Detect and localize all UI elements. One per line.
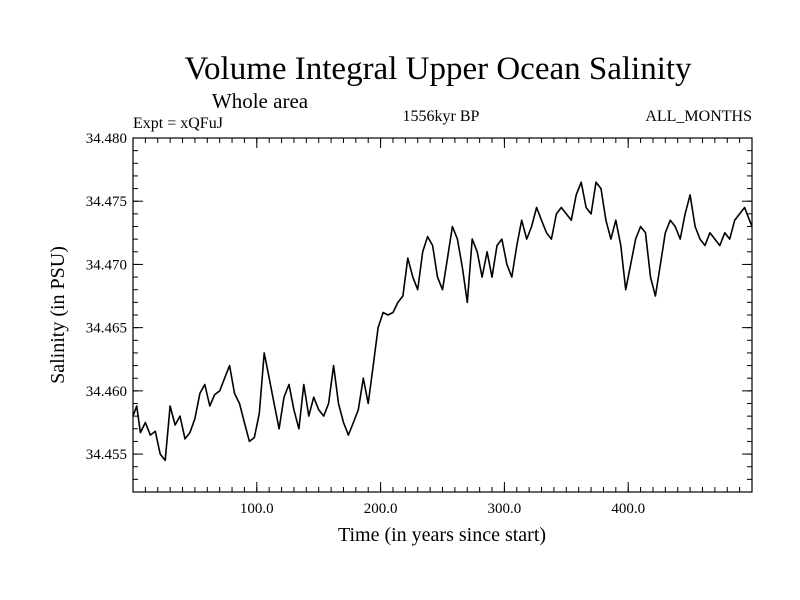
months-label: ALL_MONTHS <box>645 108 752 125</box>
x-axis-label: Time (in years since start) <box>338 524 546 546</box>
chart-subtitle: Whole area <box>212 89 309 113</box>
y-tick-label: 34.465 <box>86 321 127 337</box>
x-tick-label: 200.0 <box>364 501 398 517</box>
y-axis: 34.455 34.460 34.465 34.470 34.475 34.480 <box>86 131 752 493</box>
salinity-series-line <box>132 181 753 462</box>
y-axis-label: Salinity (in PSU) <box>47 246 69 384</box>
x-axis: 100.0 200.0 300.0 400.0 <box>144 138 741 517</box>
y-tick-label: 34.480 <box>86 131 127 147</box>
experiment-label: Expt = xQFuJ <box>133 115 223 132</box>
x-tick-label: 300.0 <box>488 501 522 517</box>
x-tick-label: 100.0 <box>240 501 274 517</box>
y-tick-label: 34.455 <box>86 447 127 463</box>
y-tick-label: 34.475 <box>86 194 127 210</box>
y-tick-label: 34.470 <box>86 257 127 273</box>
chart-title: Volume Integral Upper Ocean Salinity <box>184 51 692 87</box>
y-tick-label: 34.460 <box>86 384 127 400</box>
plot-frame <box>132 137 753 493</box>
period-label: 1556kyr BP <box>403 108 480 125</box>
x-tick-label: 400.0 <box>611 501 645 517</box>
